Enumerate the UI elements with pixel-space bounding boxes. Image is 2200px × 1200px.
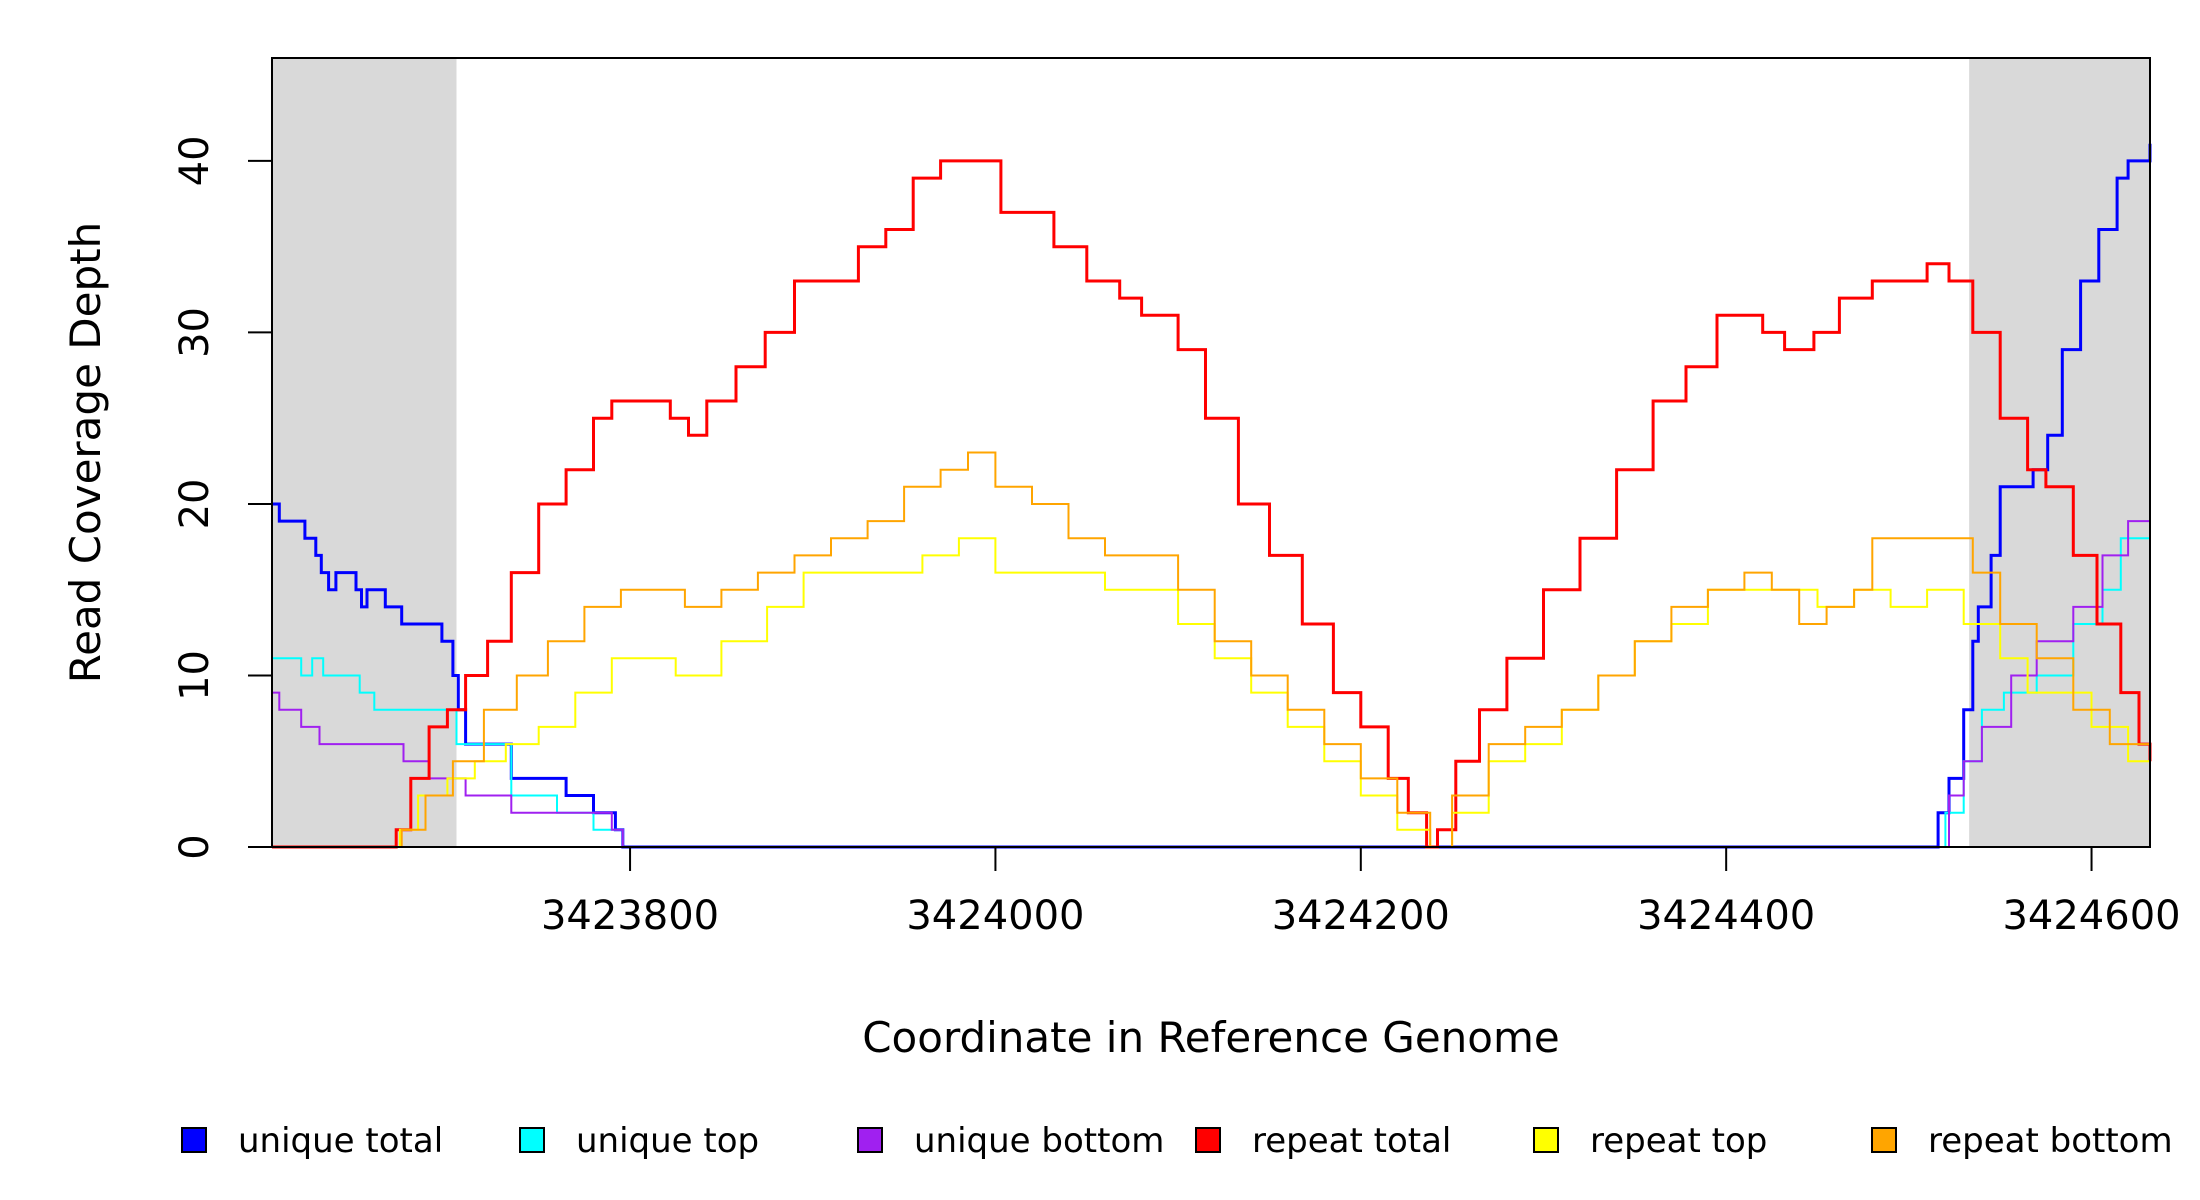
y-tick-label-2: 10 [172, 650, 218, 701]
legend-swatch-4 [1195, 1127, 1221, 1153]
series-line-repeat-bottom [272, 451, 2151, 848]
legend-swatch-1 [181, 1127, 207, 1153]
legend-label-6: repeat bottom [1928, 1121, 2173, 1161]
y-tick-label-5: 40 [172, 135, 218, 186]
legend-swatch-6 [1871, 1127, 1897, 1153]
y-tick-label-4: 30 [172, 307, 218, 358]
legend-label-4: repeat total [1252, 1121, 1451, 1161]
masked-regions [272, 58, 2150, 847]
legend-swatch-2 [519, 1127, 545, 1153]
x-tick-label-4: 3424400 [1637, 893, 1815, 939]
y-axis: 0 10 20 30 40 [172, 135, 273, 860]
x-tick-label-3: 3424200 [1272, 893, 1450, 939]
legend: unique total unique top unique bottom repea… [181, 1121, 2173, 1161]
x-tick-label-5: 3424600 [2002, 893, 2180, 939]
legend-label-2: unique top [576, 1121, 759, 1161]
x-tick-label-1: 3423800 [541, 893, 719, 939]
series-line-unique-bottom [272, 486, 2151, 848]
shaded-region-1 [272, 58, 457, 847]
shaded-region-2 [1969, 58, 2150, 847]
series-line-unique-top [272, 504, 2151, 848]
series-line-repeat-total [272, 159, 2152, 849]
legend-swatch-5 [1533, 1127, 1559, 1153]
series-line-unique-total [272, 143, 2152, 849]
plot-frame [271, 57, 2151, 848]
x-axis: 3423800 3424000 3424200 3424400 3424600 [541, 846, 2181, 939]
y-tick-label-3: 20 [172, 479, 218, 530]
legend-swatch-3 [857, 1127, 883, 1153]
legend-label-1: unique total [238, 1121, 443, 1161]
y-tick-label-1: 0 [172, 834, 218, 859]
y-axis-title: Read Coverage Depth [61, 222, 110, 683]
x-axis-title: Coordinate in Reference Genome [862, 1013, 1560, 1062]
series-line-repeat-top [272, 537, 2151, 848]
legend-label-5: repeat top [1590, 1121, 1767, 1161]
x-tick-label-2: 3424000 [906, 893, 1084, 939]
legend-label-3: unique bottom [914, 1121, 1164, 1161]
series-lines [272, 143, 2152, 849]
